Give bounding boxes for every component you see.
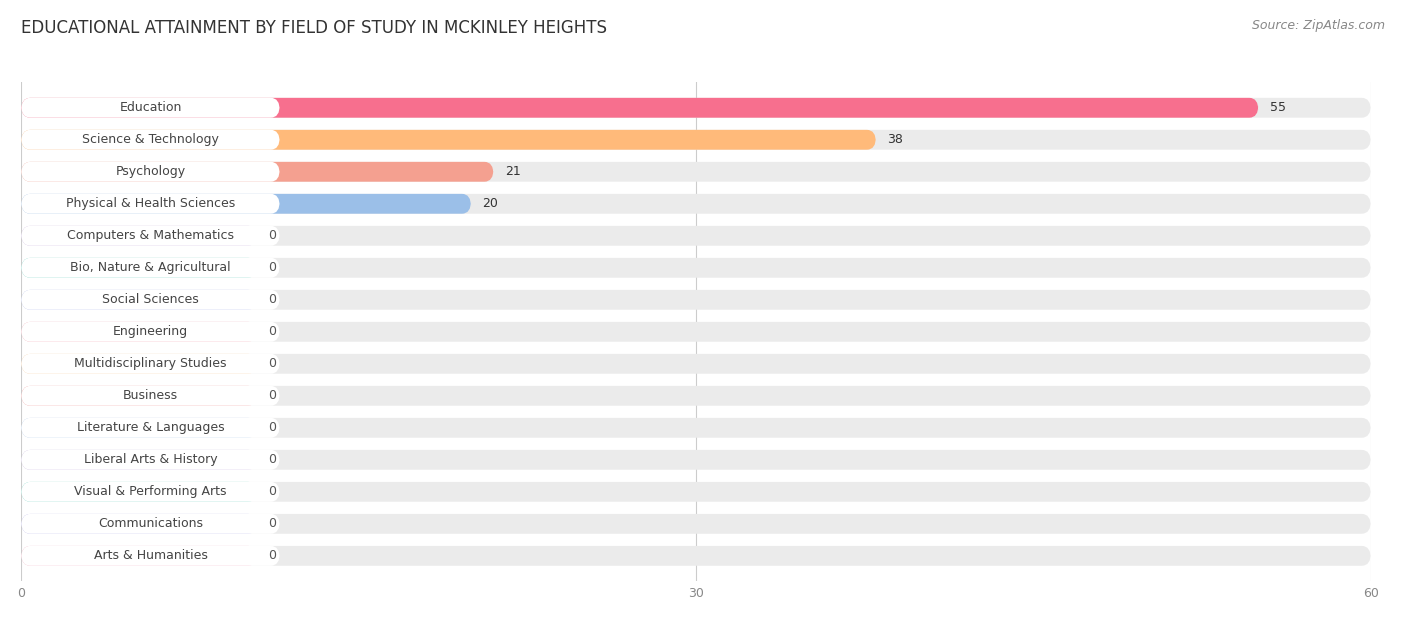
FancyBboxPatch shape xyxy=(21,386,1371,406)
FancyBboxPatch shape xyxy=(21,546,257,566)
FancyBboxPatch shape xyxy=(21,514,1371,534)
FancyBboxPatch shape xyxy=(21,162,494,181)
Text: 38: 38 xyxy=(887,133,903,146)
Text: Communications: Communications xyxy=(98,518,202,530)
FancyBboxPatch shape xyxy=(21,194,1371,214)
Text: Psychology: Psychology xyxy=(115,166,186,178)
FancyBboxPatch shape xyxy=(21,258,257,277)
Text: 0: 0 xyxy=(269,422,277,434)
Text: 0: 0 xyxy=(269,357,277,370)
FancyBboxPatch shape xyxy=(21,226,257,246)
FancyBboxPatch shape xyxy=(21,162,280,181)
FancyBboxPatch shape xyxy=(21,450,280,470)
FancyBboxPatch shape xyxy=(21,418,1371,438)
FancyBboxPatch shape xyxy=(21,514,257,534)
FancyBboxPatch shape xyxy=(21,386,257,406)
FancyBboxPatch shape xyxy=(21,386,280,406)
Text: 0: 0 xyxy=(269,549,277,562)
Text: EDUCATIONAL ATTAINMENT BY FIELD OF STUDY IN MCKINLEY HEIGHTS: EDUCATIONAL ATTAINMENT BY FIELD OF STUDY… xyxy=(21,19,607,37)
Text: 0: 0 xyxy=(269,325,277,338)
Text: Arts & Humanities: Arts & Humanities xyxy=(94,549,207,562)
Text: 20: 20 xyxy=(482,197,498,210)
Text: 0: 0 xyxy=(269,261,277,274)
FancyBboxPatch shape xyxy=(21,418,257,438)
FancyBboxPatch shape xyxy=(21,258,1371,277)
Text: 0: 0 xyxy=(269,389,277,403)
Text: Business: Business xyxy=(122,389,179,403)
FancyBboxPatch shape xyxy=(21,130,280,150)
FancyBboxPatch shape xyxy=(21,226,280,246)
Text: 0: 0 xyxy=(269,453,277,466)
Text: 55: 55 xyxy=(1270,101,1285,114)
FancyBboxPatch shape xyxy=(21,322,257,342)
FancyBboxPatch shape xyxy=(21,162,1371,181)
Text: 0: 0 xyxy=(269,229,277,242)
FancyBboxPatch shape xyxy=(21,482,280,502)
Text: Science & Technology: Science & Technology xyxy=(82,133,219,146)
FancyBboxPatch shape xyxy=(21,258,280,277)
Text: Computers & Mathematics: Computers & Mathematics xyxy=(67,229,233,242)
FancyBboxPatch shape xyxy=(21,194,280,214)
FancyBboxPatch shape xyxy=(21,354,257,374)
FancyBboxPatch shape xyxy=(21,290,280,310)
FancyBboxPatch shape xyxy=(21,514,280,534)
FancyBboxPatch shape xyxy=(21,322,1371,342)
Text: Engineering: Engineering xyxy=(112,325,188,338)
Text: 0: 0 xyxy=(269,293,277,307)
Text: Liberal Arts & History: Liberal Arts & History xyxy=(83,453,218,466)
FancyBboxPatch shape xyxy=(21,98,1371,118)
FancyBboxPatch shape xyxy=(21,418,280,438)
FancyBboxPatch shape xyxy=(21,290,257,310)
Text: 0: 0 xyxy=(269,518,277,530)
FancyBboxPatch shape xyxy=(21,450,1371,470)
FancyBboxPatch shape xyxy=(21,98,280,118)
FancyBboxPatch shape xyxy=(21,546,280,566)
Text: Physical & Health Sciences: Physical & Health Sciences xyxy=(66,197,235,210)
FancyBboxPatch shape xyxy=(21,130,876,150)
FancyBboxPatch shape xyxy=(21,194,471,214)
Text: Visual & Performing Arts: Visual & Performing Arts xyxy=(75,485,226,498)
FancyBboxPatch shape xyxy=(21,290,1371,310)
FancyBboxPatch shape xyxy=(21,130,1371,150)
Text: 21: 21 xyxy=(505,166,520,178)
Text: Multidisciplinary Studies: Multidisciplinary Studies xyxy=(75,357,226,370)
Text: Literature & Languages: Literature & Languages xyxy=(77,422,224,434)
FancyBboxPatch shape xyxy=(21,354,280,374)
FancyBboxPatch shape xyxy=(21,354,1371,374)
Text: Social Sciences: Social Sciences xyxy=(103,293,198,307)
FancyBboxPatch shape xyxy=(21,482,1371,502)
Text: Education: Education xyxy=(120,101,181,114)
FancyBboxPatch shape xyxy=(21,450,257,470)
Text: Source: ZipAtlas.com: Source: ZipAtlas.com xyxy=(1251,19,1385,32)
FancyBboxPatch shape xyxy=(21,226,1371,246)
Text: 0: 0 xyxy=(269,485,277,498)
FancyBboxPatch shape xyxy=(21,322,280,342)
FancyBboxPatch shape xyxy=(21,546,1371,566)
Text: Bio, Nature & Agricultural: Bio, Nature & Agricultural xyxy=(70,261,231,274)
FancyBboxPatch shape xyxy=(21,98,1258,118)
FancyBboxPatch shape xyxy=(21,482,257,502)
